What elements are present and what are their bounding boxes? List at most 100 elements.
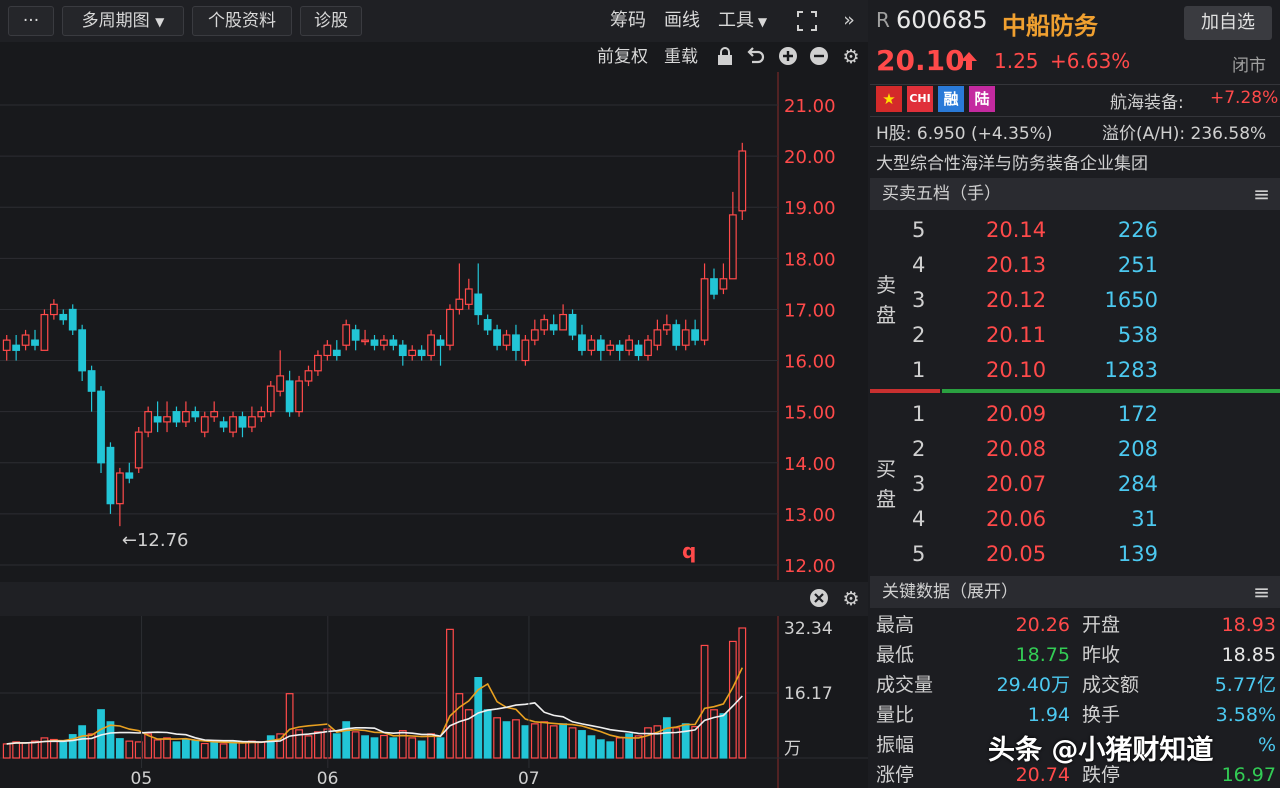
sell-side-label-box: 卖盘 — [870, 212, 906, 388]
candle-body — [40, 313, 49, 351]
sector-label[interactable]: 航海装备: — [1110, 93, 1184, 113]
candle-body — [153, 416, 162, 423]
multi-period-button[interactable]: 多周期图 ▼ — [62, 6, 184, 36]
candle-body — [596, 339, 605, 351]
candle-body — [181, 411, 190, 423]
stock-header: R 600685 中船防务 加自选 — [870, 6, 1280, 40]
candle-body — [210, 411, 219, 418]
lock-icon[interactable] — [714, 46, 736, 68]
zoom-in-icon[interactable] — [777, 46, 799, 68]
volume-bar — [625, 733, 634, 759]
zoom-out-icon[interactable] — [808, 46, 830, 68]
stock-profile-button[interactable]: 个股资料 — [192, 6, 292, 36]
forward-adjust-button[interactable]: 前复权 — [597, 47, 648, 67]
china-flag-icon: ★ — [876, 86, 902, 112]
menu-icon[interactable]: ≡ — [1253, 182, 1270, 206]
volume-bar — [653, 725, 662, 759]
candle-body — [68, 308, 77, 331]
quote-panel: R 600685 中船防务 加自选 20.10 1.25 +6.63% 闭市 ★… — [870, 0, 1280, 788]
buy-order-row[interactable]: 1 20.09 172 — [908, 397, 1280, 432]
diagnose-button[interactable]: 诊股 — [300, 6, 362, 36]
keydata-value: 29.40万 — [996, 674, 1070, 696]
candle-body — [446, 308, 454, 346]
chart-area: ··· 多周期图 ▼ 个股资料 诊股 筹码 画线 工具 ▼ » 前复权 重载 ⚙… — [0, 0, 868, 788]
volume-bar — [681, 723, 690, 759]
order-volume: 538 — [1117, 323, 1158, 347]
candle-body — [408, 349, 417, 357]
candle-body — [549, 324, 558, 331]
add-watchlist-button[interactable]: 加自选 — [1184, 6, 1272, 40]
volume-bar — [314, 731, 322, 759]
volume-bar — [512, 719, 520, 759]
r-tag: R — [876, 8, 890, 32]
candle-body — [512, 334, 520, 351]
ma5-line — [6, 667, 744, 745]
h-share-row: H股: 6.950 (+4.35%) 溢价(A/H): 236.58% — [870, 118, 1280, 144]
volume-bar — [493, 717, 501, 759]
min-price-label: ←12.76 — [122, 530, 189, 551]
sell-order-row[interactable]: 2 20.11 538 — [908, 318, 1280, 353]
more-menu-button[interactable]: ··· — [8, 6, 54, 36]
volume-bar — [342, 721, 351, 759]
watermark: 头条 @小猪财知道 — [988, 735, 1214, 766]
sell-order-row[interactable]: 5 20.14 226 — [908, 213, 1280, 248]
tools-menu-button[interactable]: 工具 ▼ — [718, 8, 767, 35]
close-circle-icon[interactable] — [808, 588, 830, 610]
buy-order-row[interactable]: 5 20.05 139 — [908, 537, 1280, 572]
price-tick-label: 17.00 — [784, 300, 836, 321]
volume-bar — [332, 733, 341, 759]
keydata-label: 成交量 — [876, 674, 934, 696]
keydata-row: 最高 20.26 开盘 18.93 — [870, 610, 1280, 640]
volume-bar — [68, 734, 77, 759]
candle-body — [361, 339, 369, 343]
candle-body — [691, 329, 700, 341]
order-price: 20.10 — [986, 358, 1047, 382]
candle-body — [728, 214, 737, 280]
keydata-header[interactable]: 关键数据（展开） ≡ — [870, 576, 1280, 608]
buy-order-row[interactable]: 2 20.08 208 — [908, 432, 1280, 467]
overlay-button[interactable]: 重载 — [664, 47, 698, 67]
multi-period-label: 多周期图 — [81, 11, 150, 31]
undo-icon[interactable] — [745, 46, 767, 68]
volume-bar — [691, 726, 700, 759]
keydata-label: 成交额 — [1082, 674, 1140, 696]
menu-icon[interactable]: ≡ — [1253, 580, 1270, 604]
sell-order-row[interactable]: 4 20.13 251 — [908, 248, 1280, 283]
volume-bar — [304, 735, 313, 759]
volume-bar — [578, 730, 586, 759]
divider — [870, 84, 1280, 85]
price-tick-label: 12.00 — [784, 556, 836, 577]
volume-bar — [644, 727, 652, 759]
double-chevron-right-icon[interactable]: » — [843, 9, 855, 31]
volume-bar — [587, 735, 596, 759]
volume-bar — [738, 627, 747, 759]
draw-line-button[interactable]: 画线 — [664, 10, 700, 31]
settings-gear-icon[interactable]: ⚙ — [842, 588, 860, 610]
keydata-label: 换手 — [1082, 704, 1121, 726]
keydata-row: 最低 18.75 昨收 18.85 — [870, 640, 1280, 670]
candle-body — [738, 150, 747, 212]
volume-bar — [144, 733, 153, 759]
candle-body — [398, 344, 407, 357]
buy-order-row[interactable]: 3 20.07 284 — [908, 467, 1280, 502]
price-tick-label: 18.00 — [784, 249, 836, 270]
chips-button[interactable]: 筹码 — [610, 10, 646, 31]
order-price: 20.06 — [986, 507, 1047, 531]
candle-body — [672, 324, 681, 346]
h-share-info: H股: 6.950 (+4.35%) — [876, 124, 1053, 144]
volume-bar — [49, 738, 58, 759]
sell-order-row[interactable]: 3 20.12 1650 — [908, 283, 1280, 318]
sell-side-label: 卖盘 — [876, 273, 896, 327]
buy-order-row[interactable]: 4 20.06 31 — [908, 502, 1280, 537]
volume-bar — [719, 713, 728, 759]
price-tick-label: 13.00 — [784, 505, 836, 526]
candle-body — [332, 349, 341, 357]
keydata-label: 最高 — [876, 614, 915, 636]
candle-body — [172, 411, 181, 423]
sell-order-row[interactable]: 1 20.10 1283 — [908, 353, 1280, 388]
chart-toolbar: ··· 多周期图 ▼ 个股资料 诊股 筹码 画线 工具 ▼ » — [0, 0, 868, 42]
order-level: 4 — [912, 253, 926, 277]
fullscreen-icon[interactable] — [796, 10, 818, 32]
settings-gear-icon[interactable]: ⚙ — [842, 46, 860, 68]
volume-bar — [257, 741, 266, 759]
